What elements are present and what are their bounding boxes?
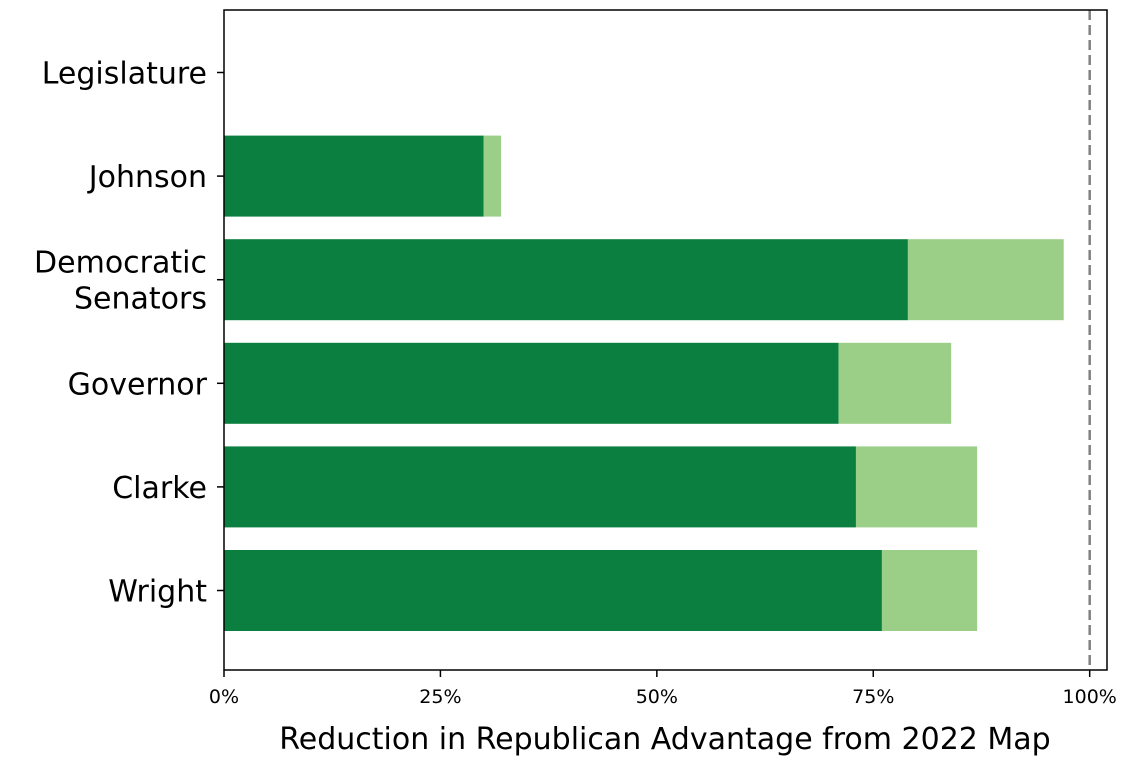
x-tick-label-100: 100% [1063, 686, 1117, 708]
bar-wright-segment-1 [224, 550, 882, 631]
bar-governor-segment-2 [838, 342, 952, 424]
y-tick-label-wright: Wright [108, 575, 207, 610]
bar-wright-segment-2 [881, 550, 978, 631]
x-axis: 0% 25% 50% 75% 100% [209, 670, 1117, 708]
x-tick-label-75: 75% [852, 686, 894, 708]
y-axis: Legislature Johnson Democratic Senators Gove… [34, 57, 224, 610]
bars-layer [224, 135, 1064, 631]
x-tick-label-25: 25% [419, 686, 461, 708]
y-tick-label-legislature: Legislature [42, 57, 207, 92]
bar-governor-segment-1 [224, 342, 839, 424]
y-tick-label-johnson: Johnson [87, 160, 207, 195]
bar-johnson-segment-2 [483, 135, 502, 217]
y-tick-label-clarke: Clarke [112, 471, 207, 506]
bar-clarke-segment-2 [855, 446, 978, 528]
x-axis-label: Reduction in Republican Advantage from 2… [279, 722, 1050, 756]
plot-frame [223, 9, 1108, 671]
bar-democratic-senators-segment-2 [907, 239, 1064, 321]
bar-johnson-segment-1 [224, 135, 484, 217]
bar-democratic-senators-segment-1 [224, 239, 908, 321]
y-tick-label-governor: Governor [68, 367, 208, 402]
bar-clarke-segment-1 [224, 446, 856, 528]
x-tick-label-0: 0% [209, 686, 239, 708]
y-tick-label-democratic-senators: Democratic Senators [34, 246, 207, 317]
x-tick-label-50: 50% [636, 686, 678, 708]
